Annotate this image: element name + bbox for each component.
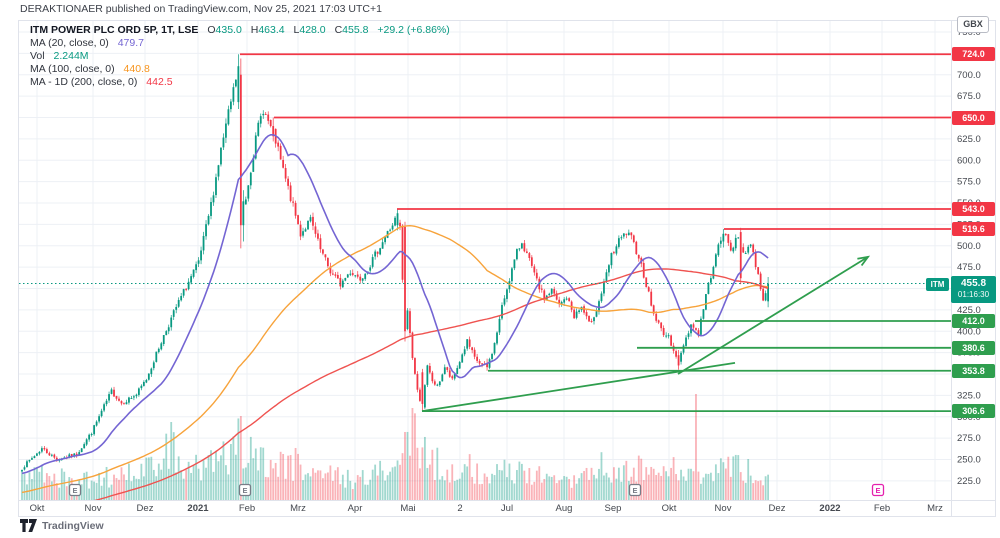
ma-20-line <box>21 134 769 475</box>
ma100-label: MA (100, close, 0) <box>30 63 115 75</box>
ma20-label: MA (20, close, 0) <box>30 37 109 49</box>
svg-text:600.0: 600.0 <box>957 155 981 166</box>
grid <box>19 21 951 500</box>
legend-ma200-row[interactable]: MA - 1D (200, close, 0) 442.5 <box>30 76 450 89</box>
low-value: 428.0 <box>299 24 326 36</box>
bar-countdown: 01:16:30 <box>957 290 990 299</box>
time-axis[interactable]: Okt Nov Dez 2021 Feb Mrz Apr Mai 2 Jul Aug Sep Okt No… <box>30 503 944 514</box>
svg-text:Mrz: Mrz <box>927 503 943 514</box>
current-price-value: 455.8 <box>960 278 987 289</box>
svg-text:225.0: 225.0 <box>957 476 981 487</box>
svg-text:275.0: 275.0 <box>957 433 981 444</box>
svg-text:Sep: Sep <box>605 503 622 514</box>
ma-100-line <box>21 224 769 494</box>
svg-text:Feb: Feb <box>874 503 890 514</box>
projection-arrow[interactable] <box>677 256 869 375</box>
open-value: 435.0 <box>215 24 242 36</box>
ma200-label: MA - 1D (200, close, 0) <box>30 76 138 88</box>
low-label: L <box>293 24 300 36</box>
arrow-head <box>857 255 871 267</box>
svg-text:Mrz: Mrz <box>290 503 306 514</box>
tradingview-brand-text: TradingView <box>42 520 104 532</box>
resistance-price-chip: 543.0 <box>952 202 995 216</box>
earnings-icon[interactable] <box>871 483 885 497</box>
svg-text:Dez: Dez <box>769 503 786 514</box>
symbol-title: ITM POWER PLC ORD 5P, 1T, LSE <box>30 24 199 36</box>
svg-text:675.0: 675.0 <box>957 91 981 102</box>
resistance-price-chip: 519.6 <box>952 222 995 236</box>
svg-text:475.0: 475.0 <box>957 262 981 273</box>
svg-text:E: E <box>242 486 247 495</box>
svg-text:575.0: 575.0 <box>957 177 981 188</box>
svg-text:Nov: Nov <box>715 503 732 514</box>
currency-toggle-button[interactable]: GBX <box>957 16 989 33</box>
support-price-chip: 306.6 <box>952 404 995 419</box>
svg-text:E: E <box>632 486 637 495</box>
open-label: O <box>207 24 216 36</box>
svg-text:Mai: Mai <box>400 503 415 514</box>
tradingview-branding[interactable]: TradingView <box>20 519 104 533</box>
publish-caption: DERAKTIONAER published on TradingView.co… <box>20 3 382 15</box>
volume-label: Vol <box>30 50 45 62</box>
current-price-chip: 455.8 01:16:30 <box>951 276 996 303</box>
svg-text:Feb: Feb <box>239 503 255 514</box>
svg-text:Okt: Okt <box>662 503 677 514</box>
svg-text:325.0: 325.0 <box>957 390 981 401</box>
legend-volume-row[interactable]: Vol 2.244M <box>30 50 450 63</box>
svg-text:2: 2 <box>457 503 462 514</box>
legend-ma100-row[interactable]: MA (100, close, 0) 440.8 <box>30 63 450 76</box>
moving-average-lines <box>21 134 769 500</box>
change-value: +29.2 (+6.86%) <box>377 24 450 36</box>
volume-series <box>21 394 769 500</box>
svg-text:2022: 2022 <box>819 503 840 514</box>
svg-text:250.0: 250.0 <box>957 455 981 466</box>
resistance-price-chip: 650.0 <box>952 110 995 125</box>
svg-text:Aug: Aug <box>556 503 573 514</box>
svg-text:625.0: 625.0 <box>957 134 981 145</box>
svg-text:Dez: Dez <box>137 503 154 514</box>
svg-text:Apr: Apr <box>348 503 363 514</box>
svg-text:E: E <box>875 486 880 495</box>
widget-border <box>18 20 996 517</box>
svg-text:Okt: Okt <box>30 503 45 514</box>
svg-text:2021: 2021 <box>187 503 209 514</box>
svg-text:Jul: Jul <box>501 503 513 514</box>
resistance-price-chip: 724.0 <box>952 47 995 62</box>
svg-text:500.0: 500.0 <box>957 241 981 252</box>
svg-text:Nov: Nov <box>85 503 102 514</box>
legend-ma20-row[interactable]: MA (20, close, 0) 479.7 <box>30 37 450 50</box>
svg-text:425.0: 425.0 <box>957 305 981 316</box>
symbol-tag: ITM <box>926 278 949 291</box>
support-price-chip: 412.0 <box>952 314 995 328</box>
svg-text:E: E <box>72 486 77 495</box>
svg-text:700.0: 700.0 <box>957 70 981 81</box>
close-label: C <box>334 24 343 36</box>
volume-value: 2.244M <box>53 50 89 62</box>
earnings-icon[interactable] <box>68 483 82 497</box>
high-value: 463.4 <box>258 24 285 36</box>
drawing-rays[interactable] <box>240 53 951 413</box>
tradingview-logo-icon <box>20 519 37 532</box>
svg-text:400.0: 400.0 <box>957 326 981 337</box>
ma200-value: 442.5 <box>146 76 173 88</box>
support-price-chip: 353.8 <box>952 363 995 378</box>
high-label: H <box>250 24 259 36</box>
earnings-icon[interactable] <box>238 483 252 497</box>
legend-symbol-row[interactable]: ITM POWER PLC ORD 5P, 1T, LSE O435.0 H46… <box>30 24 450 37</box>
ma20-value: 479.7 <box>117 37 144 49</box>
earnings-icon[interactable] <box>628 483 642 497</box>
chart-legend: ITM POWER PLC ORD 5P, 1T, LSE O435.0 H46… <box>30 24 450 89</box>
support-price-chip: 380.6 <box>952 340 995 355</box>
close-value: 455.8 <box>342 24 369 36</box>
ma-200-line <box>94 268 769 500</box>
ma100-value: 440.8 <box>123 63 150 75</box>
